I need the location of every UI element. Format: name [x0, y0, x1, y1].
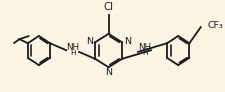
Text: N: N: [105, 68, 112, 77]
Text: NH: NH: [66, 43, 79, 52]
Text: N: N: [123, 37, 130, 46]
Text: N: N: [86, 37, 93, 46]
Text: H: H: [141, 50, 147, 56]
Text: Cl: Cl: [103, 2, 113, 12]
Text: H: H: [70, 50, 75, 56]
Text: NH: NH: [137, 43, 150, 52]
Text: CF₃: CF₃: [206, 21, 222, 30]
